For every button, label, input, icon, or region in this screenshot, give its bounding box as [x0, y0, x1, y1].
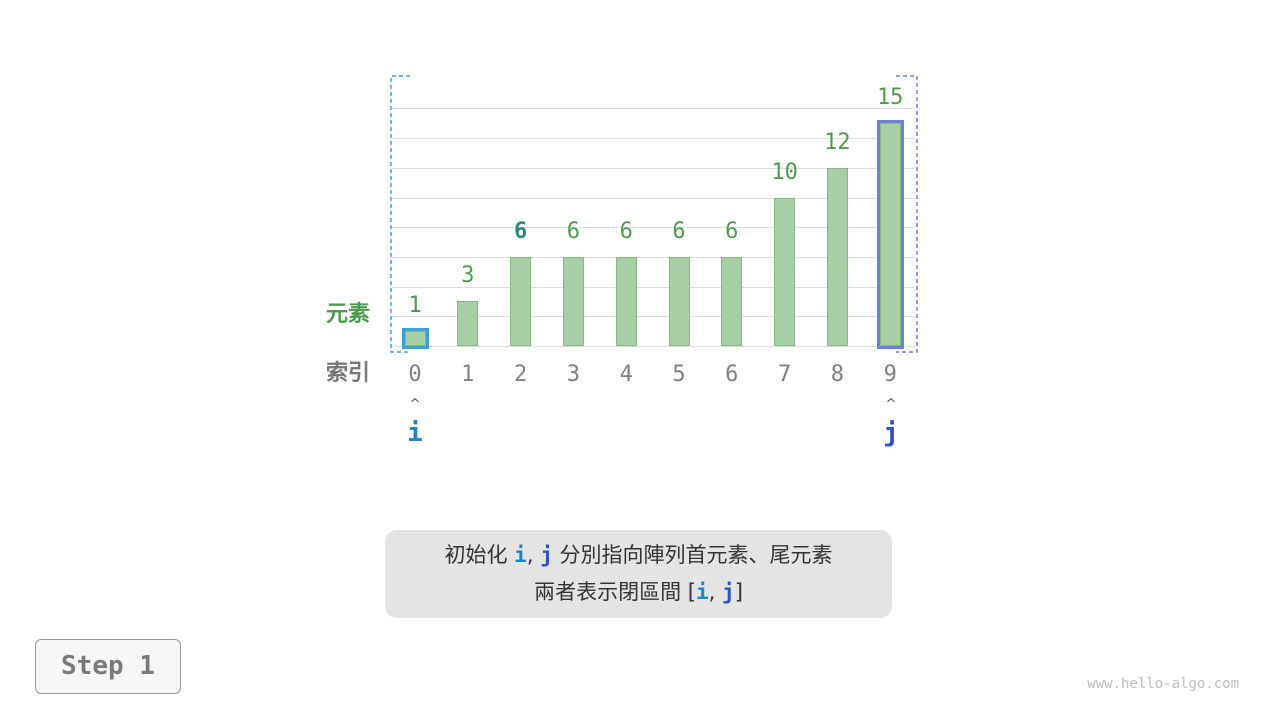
- gridline: [392, 108, 915, 110]
- gridline: [392, 167, 915, 169]
- bar-8: [826, 167, 848, 346]
- caption-j: j: [722, 580, 735, 604]
- index-label: 6: [725, 362, 739, 387]
- caption-comma: ,: [708, 580, 716, 604]
- value-label: 10: [771, 159, 798, 185]
- index-label: 8: [830, 362, 845, 387]
- bar-9: [876, 120, 904, 349]
- index-label: 1: [461, 362, 475, 387]
- bar-4: [615, 256, 637, 346]
- caption-bracket: ]: [734, 580, 743, 604]
- j-arrow-icon: ^: [885, 397, 897, 412]
- value-label: 6: [513, 218, 528, 244]
- value-label: 6: [725, 218, 739, 244]
- gridline: [392, 138, 915, 140]
- left-bracket: [390, 75, 410, 353]
- i-arrow-icon: ^: [409, 397, 421, 412]
- bar-3: [562, 256, 584, 346]
- caption-i: i: [696, 580, 709, 604]
- index-row-label: 索引: [326, 361, 371, 386]
- right-bracket: [896, 75, 918, 353]
- gridline: [392, 256, 915, 258]
- index-label: 4: [619, 362, 633, 387]
- index-label: 9: [883, 362, 897, 387]
- index-label: 7: [777, 362, 792, 387]
- value-label: 6: [672, 218, 686, 244]
- bar-7: [774, 197, 796, 346]
- element-row-label: 元素: [326, 302, 371, 327]
- index-label: 0: [408, 362, 422, 387]
- pointer-j: j: [883, 418, 899, 448]
- gridline: [392, 197, 915, 199]
- value-label: 6: [566, 218, 581, 244]
- bar-0: [401, 328, 429, 349]
- gridline: [392, 286, 915, 288]
- caption-box: 初始化 i, j 分別指向陣列首元素、尾元素 兩者表示閉區間 [i, j]: [385, 530, 892, 618]
- caption-text: 兩者表示閉區間: [534, 580, 682, 604]
- caption-comma: ,: [526, 543, 534, 567]
- caption-i: i: [514, 543, 527, 567]
- bar-2: [510, 256, 532, 346]
- bar-5: [668, 256, 690, 346]
- gridline: [392, 227, 915, 229]
- index-label: 3: [566, 362, 581, 387]
- gridline: [392, 346, 915, 347]
- value-label: 1: [408, 293, 422, 319]
- value-label: 15: [876, 85, 904, 111]
- pointer-i: i: [407, 418, 423, 448]
- caption-text: 初始化: [444, 543, 508, 567]
- caption-j: j: [540, 543, 553, 567]
- watermark: www.hello-algo.com: [1087, 676, 1239, 692]
- bar-6: [721, 256, 743, 346]
- step-button[interactable]: Step 1: [35, 639, 181, 694]
- caption-text: 分別指向陣列首元素、尾元素: [559, 543, 833, 567]
- index-label: 5: [672, 362, 686, 387]
- gridline: [392, 316, 915, 318]
- bar-1: [457, 301, 479, 346]
- value-label: 12: [824, 129, 851, 155]
- value-label: 3: [461, 263, 475, 289]
- value-label: 6: [619, 218, 633, 244]
- caption-bracket: [: [687, 580, 696, 604]
- index-label: 2: [513, 362, 528, 387]
